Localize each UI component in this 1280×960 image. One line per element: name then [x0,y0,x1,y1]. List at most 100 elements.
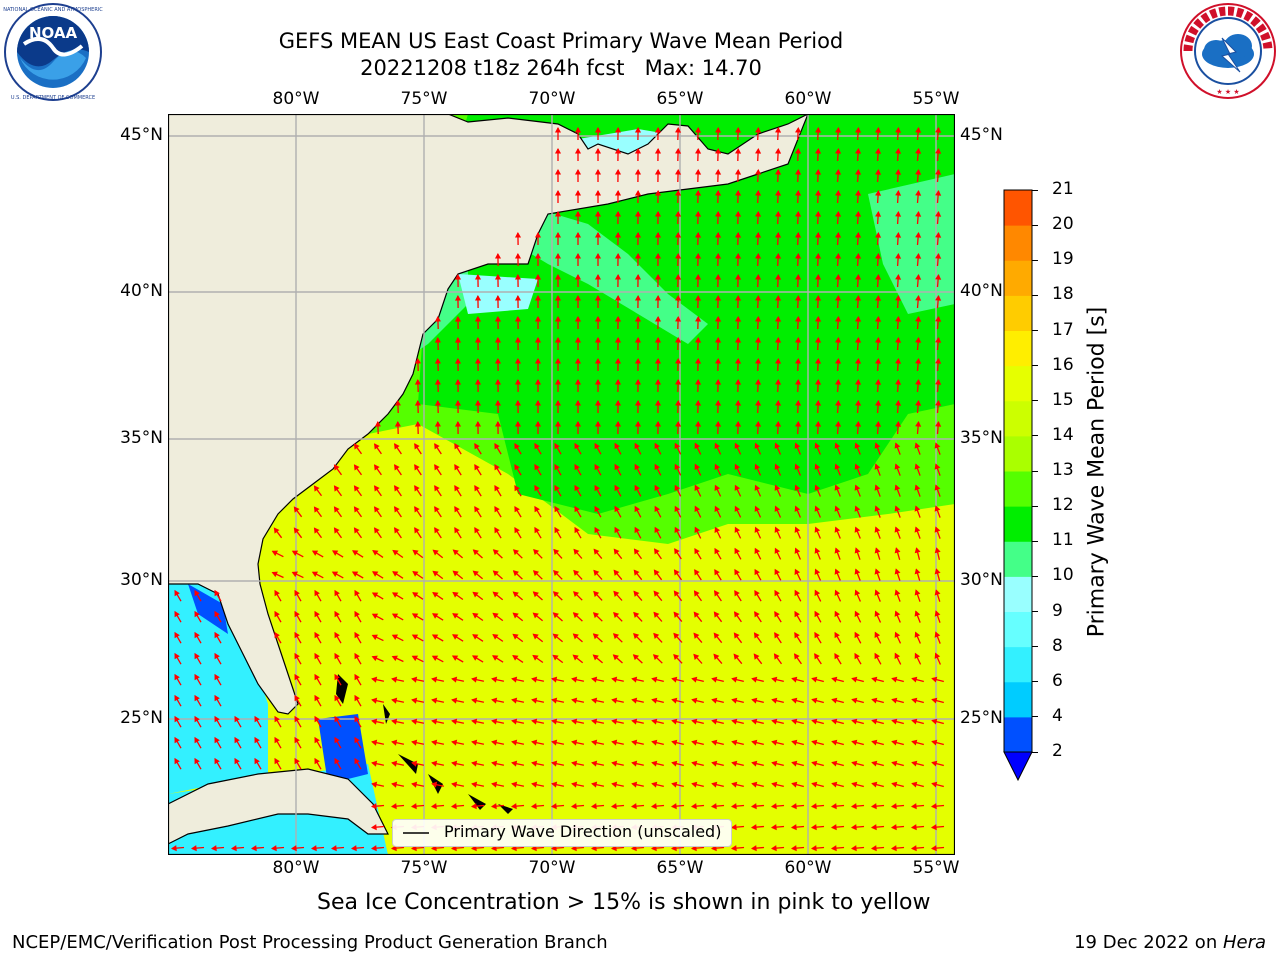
wave-arrow-head [831,781,838,788]
wave-arrow-head [214,736,220,744]
sea-ice-note: Sea Ice Concentration > 15% is shown in … [317,890,931,915]
wave-arrow-head [715,357,722,364]
wave-arrow-head [474,464,480,471]
wave-arrow-head [514,336,522,343]
wave-arrow-head [594,357,602,364]
wave-arrow-head [715,378,722,385]
wave-arrow-head [855,210,862,217]
lon-label-bottom: 65°W [656,858,704,878]
wave-arrow-head [434,399,441,406]
wave-arrow-head [372,550,379,556]
wave-arrow-head [610,803,617,810]
wave-arrow-head [654,505,660,513]
wave-arrow-head [474,336,482,343]
wave-arrow-head [594,147,602,154]
wave-arrow-head [333,506,340,513]
wave-arrow-head [571,781,578,788]
wave-arrow-head [194,694,200,702]
wave-arrow-head [532,591,539,598]
wave-arrow-head [734,463,741,470]
straits-field-deep [318,714,368,784]
wave-arrow-head [554,526,560,534]
wave-arrow-head [410,845,417,852]
wave-arrow-head [314,631,320,639]
wave-arrow-head [434,357,441,364]
wave-arrow-head [514,252,522,259]
wave-arrow-head [735,315,742,322]
wave-arrow-head [735,378,742,385]
wave-arrow-head [855,315,862,322]
wave-arrow-head [915,357,922,364]
colorbar-segment [1004,365,1032,402]
wave-arrow-head [334,694,340,702]
wave-arrow-head [470,803,477,810]
wave-arrow-head [431,760,438,767]
wave-arrow-head [331,571,339,577]
wave-arrow-head [794,442,801,449]
wave-arrow-head [614,210,622,217]
wave-arrow-head [871,760,878,767]
wave-arrow-head [274,589,280,597]
wave-arrow-head [574,252,582,259]
wave-arrow-head [294,610,300,618]
wave-arrow-head [811,718,818,725]
wave-arrow-head [731,739,738,746]
wave-arrow-head [571,718,578,725]
wave-arrow-head [431,676,438,683]
wave-arrow-head [293,506,300,513]
wave-arrow-head [835,294,842,301]
wave-arrow-head [671,718,678,725]
wave-arrow-head [390,845,397,852]
wave-arrow-head [270,845,277,852]
wave-arrow-head [514,420,522,427]
wave-arrow-head [795,252,802,259]
wave-arrow-head [690,845,697,852]
wave-arrow-head [855,399,862,406]
wave-arrow-head [755,378,762,385]
wave-arrow-head [874,568,881,575]
wave-arrow-head [633,548,640,555]
wave-arrow-head [795,126,802,133]
wave-arrow-head [554,210,562,217]
wave-arrow-head [454,506,460,513]
wave-arrow-head [451,739,458,746]
wave-arrow-head [731,760,738,767]
wave-arrow-head [374,506,380,513]
wave-arrow-head [751,676,758,683]
wave-arrow-head [770,824,777,831]
wave-arrow-head [835,420,842,427]
wave-arrow-head [354,736,360,744]
wave-arrow-head [394,464,400,471]
wave-arrow-head [374,420,381,427]
wave-arrow-head [874,442,881,449]
wave-arrow-head [774,632,780,639]
wave-arrow-head [554,463,560,471]
wave-arrow-head [354,652,360,660]
colorbar-tick-label: 14 [1052,424,1074,445]
wave-arrow-head [875,189,882,196]
wave-arrow-head [711,739,718,746]
wave-arrow-head [673,611,680,618]
wave-arrow-head [371,592,379,598]
wave-arrow-head [791,676,798,683]
wave-arrow-head [391,697,398,704]
wave-arrow-head [935,210,942,217]
wave-arrow-head [654,189,662,196]
wave-arrow-head [894,589,901,596]
wave-arrow-head [875,168,882,175]
wave-arrow-head [634,357,642,364]
wave-arrow-head [895,315,902,322]
wave-arrow-head [834,442,841,449]
wave-arrow-head [534,336,542,343]
wave-arrow-head [810,824,817,831]
wave-arrow-head [910,803,917,810]
wave-arrow-head [750,803,757,810]
wave-arrow-head [630,845,637,852]
wave-arrow-head [775,357,782,364]
wave-arrow-head [554,252,562,259]
wave-arrow-head [214,610,220,618]
wave-arrow-head [474,443,480,450]
wave-arrow-head [471,718,478,725]
wave-arrow-head [454,464,460,471]
wave-arrow-head [491,718,498,725]
